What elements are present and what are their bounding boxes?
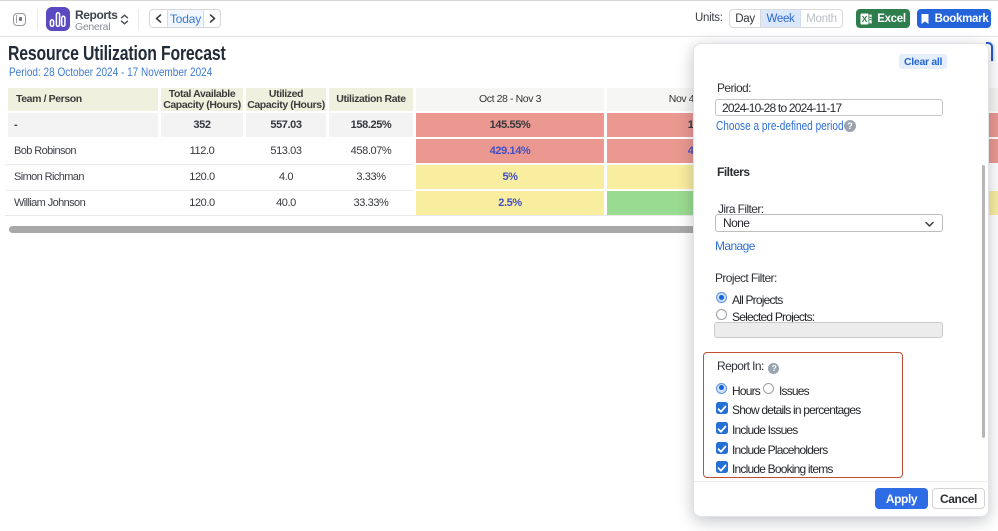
svg-text:X: X <box>862 13 868 23</box>
